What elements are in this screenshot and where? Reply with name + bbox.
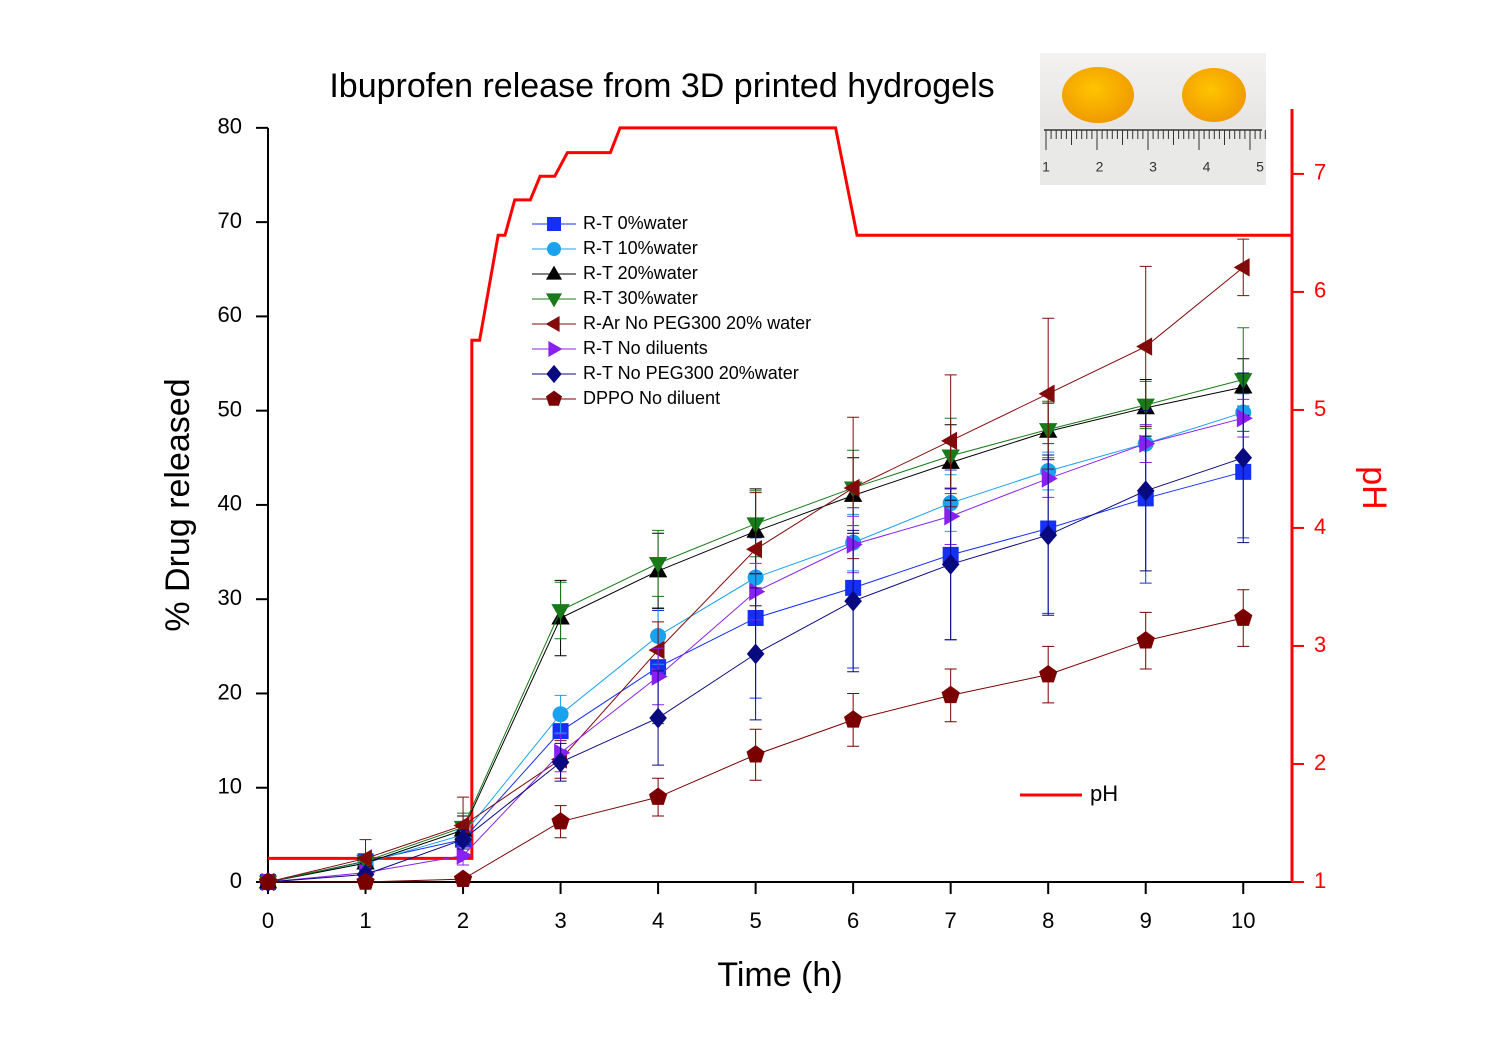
marker: [941, 431, 958, 451]
y2-tick-label: 7: [1314, 160, 1326, 185]
inset-photo: [1040, 53, 1266, 185]
y-tick-label: 50: [218, 396, 242, 421]
x-tick-label: 10: [1231, 908, 1255, 933]
y2-tick-label: 3: [1314, 632, 1326, 657]
y2-axis-label: pH: [1355, 466, 1393, 509]
legend-marker: [547, 217, 561, 231]
marker: [649, 707, 667, 729]
marker: [1233, 258, 1250, 277]
marker: [648, 787, 668, 805]
marker: [258, 872, 278, 890]
marker: [355, 849, 372, 868]
y-tick-label: 20: [218, 679, 242, 704]
x-tick-label: 0: [262, 908, 274, 933]
legend-label: R-T 30%water: [583, 288, 698, 308]
marker: [843, 478, 860, 498]
x-tick-label: 2: [457, 908, 469, 933]
marker: [453, 869, 473, 887]
legend-label: R-T No diluents: [583, 338, 708, 358]
marker: [1236, 409, 1253, 428]
y2-tick-label: 2: [1314, 750, 1326, 775]
series: [259, 372, 1253, 893]
marker: [651, 667, 668, 686]
legend-label: R-T 10%water: [583, 238, 698, 258]
legend-label: R-T 0%water: [583, 213, 688, 233]
x-tick-label: 7: [945, 908, 957, 933]
marker: [941, 685, 960, 704]
marker: [356, 872, 375, 890]
legend-marker: [546, 364, 562, 384]
marker: [746, 745, 765, 763]
marker: [551, 812, 570, 830]
marker: [1039, 524, 1057, 546]
y-tick-label: 70: [218, 208, 242, 233]
marker: [454, 829, 472, 850]
x-tick-label: 5: [749, 908, 761, 933]
marker: [552, 706, 569, 723]
marker: [1136, 631, 1155, 649]
marker: [746, 540, 763, 559]
y-tick-label: 60: [218, 302, 242, 327]
marker: [944, 507, 961, 526]
marker: [746, 643, 765, 665]
marker: [1234, 608, 1253, 626]
marker: [648, 640, 665, 660]
legend-label: pH: [1090, 781, 1118, 806]
x-tick-label: 1: [359, 908, 371, 933]
marker: [1234, 447, 1253, 469]
marker: [1136, 337, 1153, 356]
x-tick-label: 9: [1140, 908, 1152, 933]
y-axis-label: % Drug released: [159, 378, 197, 631]
marker: [551, 751, 570, 773]
marker: [1136, 480, 1155, 502]
marker: [1039, 665, 1058, 683]
marker: [749, 582, 766, 601]
legend-label: DPPO No diluent: [583, 388, 720, 408]
y-tick-label: 40: [218, 491, 242, 516]
legend-marker: [546, 390, 562, 406]
marker: [1041, 469, 1058, 488]
ruler-label: 5: [1256, 159, 1264, 175]
marker: [648, 556, 668, 573]
y-tick-label: 10: [218, 774, 242, 799]
ruler-label: 1: [1042, 159, 1050, 175]
legend-marker: [548, 340, 563, 358]
x-tick-label: 8: [1042, 908, 1054, 933]
y-tick-label: 0: [230, 868, 242, 893]
marker: [456, 846, 473, 865]
x-tick-label: 4: [652, 908, 664, 933]
marker: [1038, 384, 1055, 403]
y-tick-label: 80: [218, 114, 242, 139]
x-tick-label: 3: [554, 908, 566, 933]
y2-tick-label: 5: [1314, 396, 1326, 421]
legend-label: R-T No PEG300 20%water: [583, 363, 799, 383]
ruler-label: 4: [1203, 159, 1211, 175]
ruler-label: 3: [1149, 159, 1157, 175]
ruler-label: 2: [1096, 159, 1104, 175]
marker: [551, 604, 570, 621]
y2-tick-label: 4: [1314, 514, 1326, 539]
legend-marker: [545, 265, 563, 280]
marker: [1139, 434, 1156, 453]
legend-label: R-Ar No PEG300 20% water: [583, 313, 811, 333]
chart-title: Ibuprofen release from 3D printed hydrog…: [329, 67, 994, 105]
marker: [941, 553, 960, 575]
series: [258, 589, 1253, 890]
marker: [844, 590, 862, 612]
x-tick-label: 6: [847, 908, 859, 933]
marker: [844, 710, 863, 728]
marker: [846, 535, 863, 554]
y2-tick-label: 1: [1314, 868, 1326, 893]
legend-marker: [545, 293, 563, 308]
legend-marker: [545, 315, 560, 333]
legend-marker: [547, 242, 561, 256]
y2-tick-label: 6: [1314, 278, 1326, 303]
series: [261, 398, 1253, 892]
legend-label: R-T 20%water: [583, 263, 698, 283]
y-tick-label: 30: [218, 585, 242, 610]
ph-line: [268, 126, 1292, 860]
x-axis-label: Time (h): [717, 956, 842, 994]
